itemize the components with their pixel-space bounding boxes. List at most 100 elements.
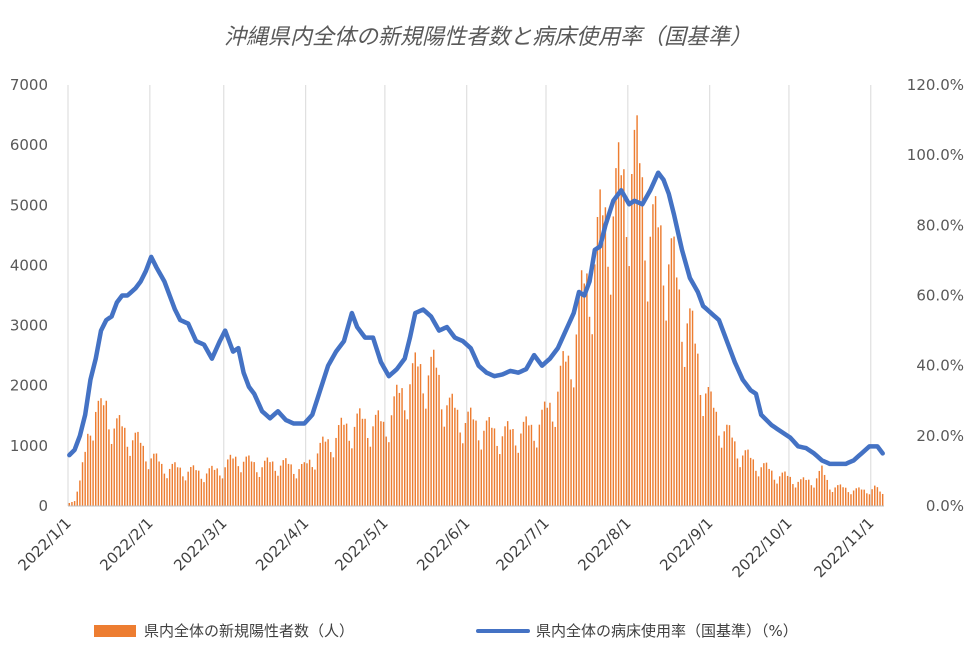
- bar: [496, 445, 498, 506]
- bar: [134, 432, 137, 506]
- bar: [554, 426, 556, 506]
- bar: [747, 449, 749, 506]
- bar: [586, 273, 588, 506]
- bar: [628, 266, 630, 506]
- y-right-tick-label: 40.0%: [916, 357, 964, 375]
- bar: [168, 468, 171, 506]
- y-left-tick-label: 1000: [10, 437, 48, 455]
- bar: [438, 374, 440, 506]
- bar: [874, 485, 876, 506]
- bar: [591, 334, 593, 506]
- bar: [734, 441, 736, 506]
- bar: [102, 405, 105, 506]
- bar: [477, 440, 480, 506]
- bar: [147, 469, 150, 506]
- bar: [757, 476, 760, 506]
- bar: [440, 409, 443, 506]
- bar: [763, 463, 765, 506]
- bar: [821, 465, 823, 506]
- bar: [683, 366, 686, 506]
- bar: [813, 487, 815, 506]
- bar: [858, 487, 860, 506]
- bar: [736, 458, 739, 506]
- bar: [396, 384, 398, 506]
- bar: [237, 466, 240, 506]
- bar: [636, 115, 638, 506]
- bar: [174, 462, 176, 506]
- y-right-tick-label: 60.0%: [916, 287, 964, 305]
- bar: [335, 437, 337, 506]
- bar: [190, 466, 192, 506]
- bar: [879, 491, 881, 506]
- bar: [332, 457, 335, 506]
- bar: [242, 461, 245, 506]
- bar: [646, 301, 649, 506]
- bar: [108, 429, 110, 506]
- bar: [485, 420, 488, 506]
- bar: [324, 441, 327, 506]
- bar: [327, 439, 329, 506]
- x-tick-label: 2022/6/1: [413, 514, 473, 574]
- bar: [71, 502, 73, 506]
- bar: [533, 440, 535, 506]
- bar: [549, 402, 551, 506]
- bar: [390, 415, 393, 506]
- bar: [844, 487, 847, 506]
- bar: [261, 467, 263, 506]
- bar: [158, 461, 160, 506]
- bar: [493, 428, 496, 506]
- bar: [784, 471, 786, 506]
- bar: [881, 493, 884, 506]
- bar: [609, 294, 612, 506]
- bar: [84, 451, 86, 506]
- bar: [818, 470, 821, 506]
- bar: [224, 467, 226, 506]
- bar: [871, 489, 873, 506]
- bar: [443, 426, 446, 506]
- bar: [710, 391, 712, 506]
- bar: [464, 423, 467, 506]
- bar: [414, 352, 416, 506]
- y-right-tick-label: 100.0%: [907, 146, 964, 164]
- bar: [567, 355, 570, 506]
- line-path: [67, 170, 885, 467]
- bar: [203, 482, 205, 506]
- bar: [866, 493, 868, 506]
- bar: [860, 489, 863, 506]
- bar: [834, 487, 836, 506]
- bar: [686, 323, 688, 506]
- bar: [668, 264, 670, 506]
- chart-title: 沖縄県内全体の新規陽性者数と病床使用率（国基準）: [224, 25, 752, 50]
- bar: [728, 425, 731, 506]
- bar: [805, 480, 807, 506]
- grid-layer: [67, 85, 872, 506]
- bar: [512, 429, 514, 506]
- y-left-tick-label: 2000: [10, 377, 48, 395]
- bar: [749, 457, 752, 506]
- bar: [97, 400, 100, 506]
- bar: [562, 351, 564, 506]
- bar: [789, 476, 791, 506]
- bar: [506, 421, 509, 506]
- bar: [92, 440, 94, 506]
- bar: [377, 410, 380, 506]
- bar: [139, 442, 142, 506]
- bar: [264, 460, 266, 506]
- bar: [863, 489, 865, 506]
- bar: [311, 467, 313, 506]
- bar: [528, 425, 530, 506]
- bar: [462, 443, 464, 506]
- bar: [741, 455, 744, 506]
- bar: [773, 479, 776, 506]
- bar: [129, 455, 131, 506]
- bar: [454, 407, 456, 506]
- bar: [131, 440, 134, 506]
- bar: [79, 480, 81, 506]
- legend: 県内全体の新規陽性者数（人） 県内全体の病床使用率（国基準）（%）: [94, 622, 798, 640]
- bar: [802, 477, 805, 506]
- bar: [314, 469, 316, 506]
- bar: [446, 405, 448, 506]
- line-series: [67, 170, 885, 467]
- bar: [282, 460, 284, 506]
